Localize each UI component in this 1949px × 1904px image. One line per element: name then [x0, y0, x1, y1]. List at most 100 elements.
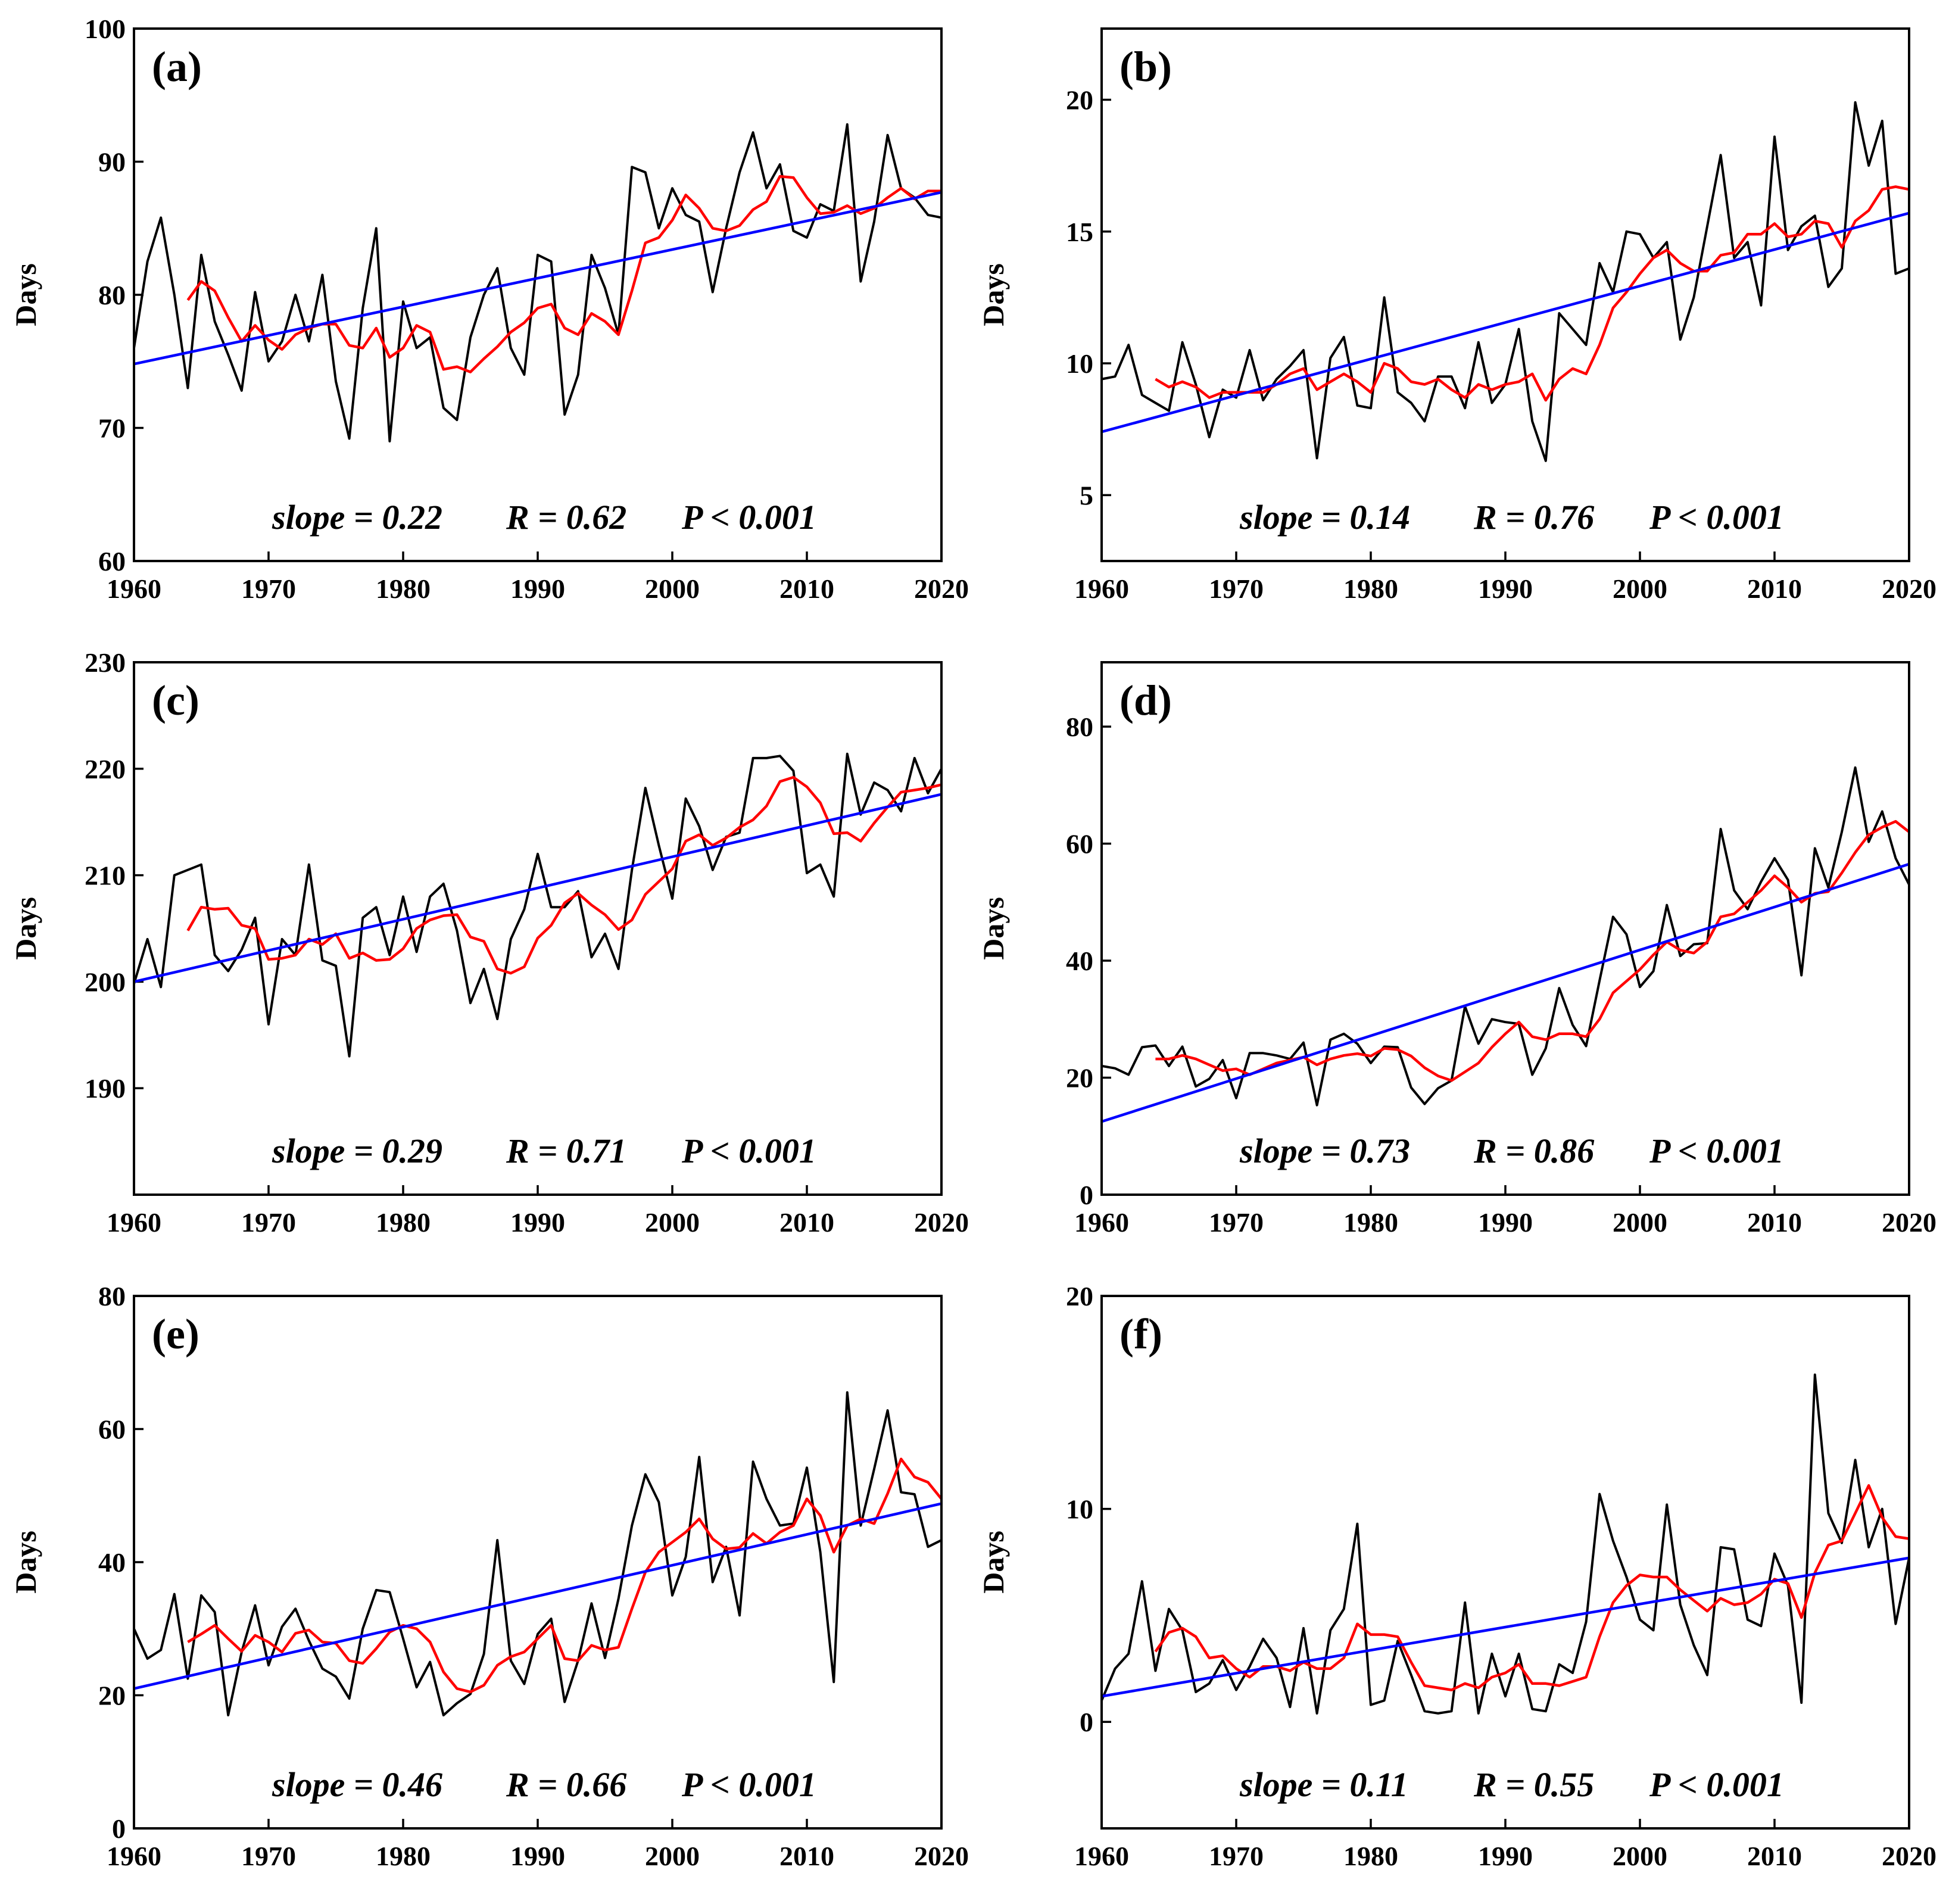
plot-frame [133, 661, 943, 1196]
moving-average-line [1155, 819, 1909, 1082]
annual-series-line [134, 752, 941, 1058]
chart-panel: 1960 1970 1980 1990 2000 2010 2020 0 20 40 60 80 Day… [977, 661, 1936, 1238]
y-axis-title: Days [9, 263, 42, 326]
x-tick-label: 1970 [1209, 1207, 1264, 1238]
plot-frame [1100, 661, 1910, 1196]
y-axis-title: Days [977, 1531, 1010, 1594]
y-tick-label: 70 [98, 413, 126, 444]
annual-series-line [134, 1391, 941, 1716]
x-tick-label: 2020 [1882, 1207, 1936, 1238]
slope-annotation: slope = 0.11 [1239, 1765, 1408, 1804]
plot-area [1102, 766, 1909, 1123]
y-tick-label: 220 [85, 754, 126, 784]
x-tick-label: 2010 [779, 1207, 834, 1238]
y-tick-label: 20 [1066, 1281, 1093, 1311]
chart-panel: 1960 1970 1980 1990 2000 2010 2020 190 200 210 220… [9, 647, 969, 1238]
x-tick-label: 1960 [1074, 574, 1129, 604]
p-annotation: P < 0.001 [681, 1132, 816, 1170]
y-tick-label: 15 [1066, 217, 1093, 247]
moving-average-line [1154, 1484, 1909, 1691]
trend-line [1102, 211, 1909, 434]
y-axis-title: Days [9, 897, 42, 960]
panel-label: (c) [152, 677, 199, 724]
panel-label: (e) [152, 1310, 199, 1358]
panel-label: (d) [1119, 677, 1172, 724]
trend-line [134, 1502, 941, 1690]
y-tick-label: 190 [85, 1073, 126, 1104]
trend-line [1102, 862, 1909, 1123]
x-tick-label: 2010 [1747, 1207, 1802, 1238]
x-tick-label: 2000 [1613, 1841, 1667, 1871]
x-tick-label: 1990 [1478, 1841, 1533, 1871]
x-tick-label: 1990 [1478, 1207, 1533, 1238]
p-annotation: P < 0.001 [1649, 1765, 1784, 1804]
annual-series-line [1102, 1373, 1909, 1715]
slope-annotation: slope = 0.46 [272, 1765, 442, 1804]
annual-series-line [1102, 766, 1909, 1107]
y-tick-label: 100 [85, 14, 126, 44]
y-tick-label: 0 [112, 1813, 126, 1844]
y-axis-title: Days [977, 263, 1010, 326]
plot-area [134, 752, 941, 1058]
x-tick-label: 2020 [914, 574, 969, 604]
trend-line [134, 191, 941, 366]
y-tick-label: 80 [98, 280, 126, 310]
p-annotation: P < 0.001 [681, 498, 816, 537]
x-tick-label: 1960 [107, 1841, 161, 1871]
y-tick-label: 60 [1066, 829, 1093, 859]
r-annotation: R = 0.71 [506, 1132, 626, 1170]
plot-area [1102, 1373, 1909, 1715]
annual-series-line [1102, 101, 1909, 462]
panel-label: (a) [152, 43, 202, 91]
y-tick-label: 60 [98, 1414, 126, 1445]
x-tick-label: 1990 [510, 1841, 565, 1871]
x-tick-label: 1980 [376, 1207, 431, 1238]
p-annotation: P < 0.001 [681, 1765, 816, 1804]
annual-series-line [134, 123, 941, 442]
slope-annotation: slope = 0.73 [1239, 1132, 1410, 1170]
x-tick-label: 1980 [1343, 1841, 1398, 1871]
x-tick-label: 2020 [1882, 574, 1936, 604]
chart-panel: 1960 1970 1980 1990 2000 2010 2020 0 20 40 60 80 Day… [9, 1281, 969, 1871]
x-tick-label: 1970 [241, 574, 296, 604]
slope-annotation: slope = 0.22 [272, 498, 442, 537]
plot-area [134, 123, 941, 442]
x-tick-label: 1960 [1074, 1841, 1129, 1871]
y-tick-label: 5 [1080, 480, 1093, 510]
r-annotation: R = 0.62 [506, 498, 626, 537]
x-tick-label: 1970 [241, 1841, 296, 1871]
x-tick-label: 2010 [779, 1841, 834, 1871]
y-tick-label: 60 [98, 546, 126, 577]
y-axis-title: Days [9, 1531, 42, 1594]
moving-average-line [187, 1457, 941, 1694]
y-tick-label: 20 [1066, 1063, 1093, 1093]
chart-panel: 1960 1970 1980 1990 2000 2010 2020 60 70 80 90 100 D… [9, 14, 969, 604]
x-tick-label: 2000 [645, 1841, 700, 1871]
y-tick-label: 10 [1066, 348, 1093, 379]
y-tick-label: 80 [1066, 712, 1093, 742]
panel-label: (f) [1119, 1310, 1162, 1358]
x-tick-label: 2000 [1613, 574, 1667, 604]
x-tick-label: 1990 [510, 574, 565, 604]
moving-average-line [1155, 185, 1909, 402]
x-tick-label: 1980 [1343, 574, 1398, 604]
x-tick-label: 1960 [107, 1207, 161, 1238]
y-axis-title: Days [977, 897, 1010, 960]
x-tick-label: 1980 [376, 574, 431, 604]
x-tick-label: 1970 [1209, 574, 1264, 604]
r-annotation: R = 0.86 [1473, 1132, 1594, 1170]
x-tick-label: 1990 [1478, 574, 1533, 604]
x-tick-label: 1970 [241, 1207, 296, 1238]
r-annotation: R = 0.76 [1473, 498, 1594, 537]
plot-frame [1100, 1295, 1910, 1830]
plot-frame [133, 1295, 943, 1830]
y-tick-label: 0 [1080, 1180, 1093, 1210]
chart-panel: 1960 1970 1980 1990 2000 2010 2020 0 10 20 Days (f)… [977, 1281, 1936, 1871]
y-tick-label: 10 [1066, 1494, 1093, 1525]
plot-frame [1100, 27, 1910, 562]
panel-label: (b) [1119, 43, 1172, 91]
x-tick-label: 2000 [1613, 1207, 1667, 1238]
y-tick-label: 210 [85, 861, 126, 891]
x-tick-label: 1990 [510, 1207, 565, 1238]
slope-annotation: slope = 0.14 [1239, 498, 1410, 537]
